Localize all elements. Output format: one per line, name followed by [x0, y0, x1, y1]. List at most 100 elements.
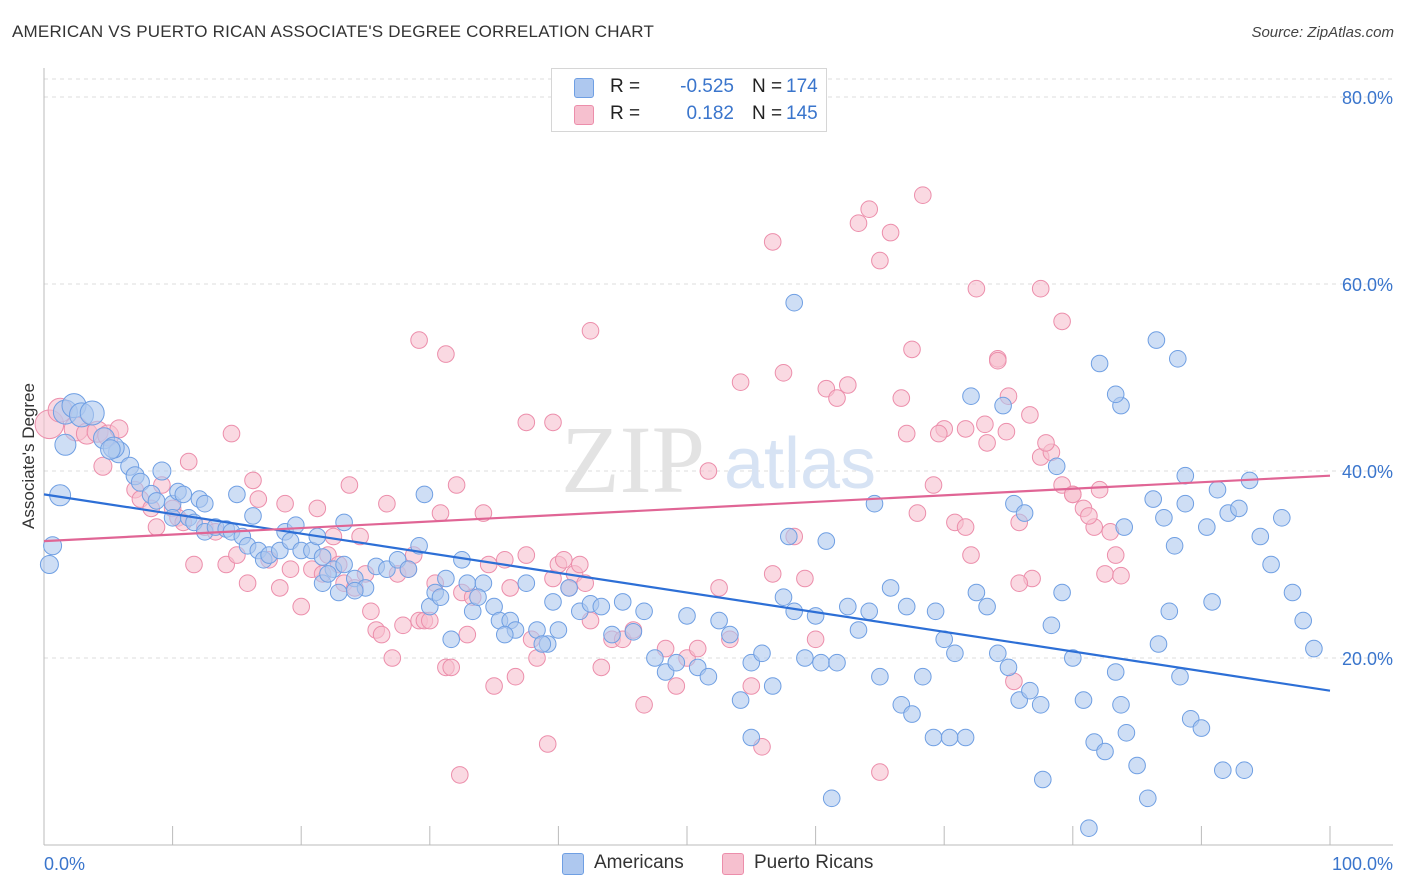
- puerto-rican-point: [930, 424, 948, 443]
- puerto-rican-point: [378, 494, 396, 513]
- american-point: [978, 597, 996, 616]
- n-value: 174: [786, 76, 818, 97]
- puerto-rican-point: [437, 345, 455, 363]
- american-point: [1214, 761, 1232, 780]
- puerto-rican-point: [978, 434, 996, 452]
- puerto-rican-point: [828, 389, 846, 407]
- american-point: [731, 691, 750, 709]
- puerto-rican-point: [93, 456, 113, 476]
- n-label: N =: [752, 103, 783, 124]
- american-point: [994, 396, 1012, 415]
- puerto-rican-point: [1021, 406, 1039, 424]
- american-point: [1305, 639, 1323, 658]
- american-point: [39, 555, 59, 574]
- american-point: [1106, 385, 1125, 404]
- puerto-rican-point: [249, 490, 268, 508]
- american-point: [228, 485, 246, 504]
- puerto-rican-point: [796, 569, 814, 588]
- watermark: ZIP atlas: [561, 406, 876, 513]
- american-point: [1047, 457, 1066, 476]
- legend-label: Americans: [594, 852, 684, 873]
- american-point: [1117, 724, 1136, 742]
- american-point: [147, 492, 166, 510]
- y-tick-label: 80.0%: [1342, 88, 1393, 108]
- american-point: [196, 494, 214, 513]
- puerto-rican-point: [571, 555, 589, 574]
- source-label: Source: ZipAtlas.com: [1251, 24, 1394, 41]
- puerto-rican-point: [517, 546, 536, 564]
- american-point: [940, 728, 959, 747]
- american-point: [678, 607, 696, 625]
- watermark-atlas: atlas: [724, 424, 876, 504]
- american-point: [785, 293, 804, 312]
- watermark-zip: ZIP: [561, 406, 705, 513]
- y-tick-label: 60.0%: [1342, 275, 1393, 295]
- puerto-rican-point: [731, 373, 750, 392]
- puerto-rican-point: [967, 279, 986, 298]
- american-point: [763, 677, 782, 695]
- american-point: [560, 579, 578, 597]
- american-point: [244, 507, 262, 525]
- puerto-rican-point: [109, 419, 129, 439]
- american-point: [710, 611, 728, 630]
- puerto-rican-point: [308, 499, 327, 518]
- puerto-rican-point: [281, 560, 300, 579]
- american-point: [152, 461, 172, 481]
- american-point: [1160, 602, 1179, 621]
- american-point: [1283, 583, 1302, 602]
- american-point: [1090, 354, 1109, 373]
- american-point: [806, 607, 825, 625]
- axes: [43, 68, 1393, 846]
- puerto-rican-point: [474, 504, 493, 522]
- american-point: [54, 433, 77, 456]
- american-point: [871, 667, 889, 686]
- american-point: [742, 728, 761, 747]
- american-point: [346, 581, 364, 600]
- american-point: [1074, 691, 1093, 709]
- american-point: [1169, 350, 1187, 368]
- puerto-rican-point: [1037, 434, 1055, 452]
- puerto-rican-point: [581, 322, 600, 340]
- american-point: [903, 705, 921, 723]
- puerto-rican-point: [222, 424, 241, 443]
- american-point: [313, 548, 332, 566]
- puerto-rican-point: [1106, 546, 1125, 564]
- american-point: [667, 653, 686, 672]
- puerto-rican-point: [1053, 312, 1071, 331]
- puerto-rican-point: [962, 546, 980, 564]
- american-point: [1021, 681, 1039, 700]
- tick-labels: 20.0% 40.0% 60.0% 80.0% 0.0% 100.0%: [44, 88, 1393, 874]
- puerto-rican-point: [635, 696, 653, 714]
- puerto-rican-point: [244, 471, 262, 490]
- puerto-rican-point: [1031, 279, 1050, 298]
- puerto-rican-point: [1112, 566, 1130, 585]
- american-point: [1192, 719, 1211, 737]
- y-tick-label: 20.0%: [1342, 649, 1393, 669]
- american-point: [1115, 518, 1133, 536]
- puerto-rican-point: [892, 389, 911, 407]
- american-point: [592, 597, 611, 616]
- american-point: [544, 593, 562, 611]
- american-point: [839, 597, 857, 616]
- american-point: [549, 621, 568, 639]
- americans-legend-swatch: [562, 853, 584, 875]
- americans-trend-line: [43, 493, 1331, 692]
- americans-swatch: [574, 78, 594, 98]
- american-point: [946, 644, 964, 663]
- american-point: [753, 644, 771, 663]
- puerto-ricans-swatch: [574, 105, 594, 125]
- american-point: [699, 667, 718, 686]
- puerto-rican-point: [1080, 507, 1098, 525]
- american-point: [914, 667, 932, 686]
- american-point: [785, 602, 804, 621]
- puerto-rican-point: [292, 597, 311, 616]
- american-point: [1294, 611, 1312, 630]
- x-tick-label: 0.0%: [44, 854, 85, 874]
- puerto-rican-point: [276, 494, 294, 513]
- american-point: [828, 653, 846, 672]
- american-point: [721, 625, 739, 644]
- puerto-rican-point: [1064, 485, 1082, 504]
- american-point: [431, 588, 450, 607]
- american-point: [999, 658, 1018, 677]
- american-point: [174, 485, 193, 504]
